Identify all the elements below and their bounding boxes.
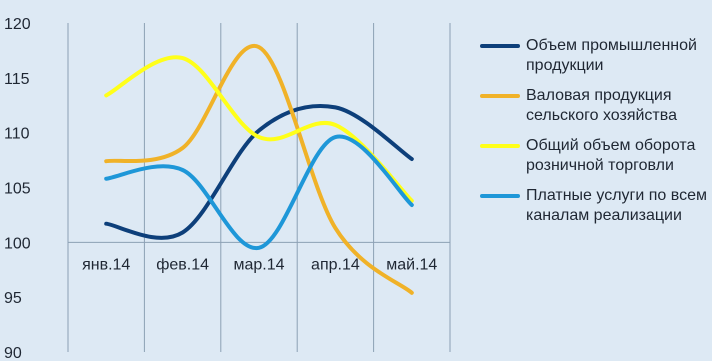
x-category-label: май.14 <box>386 256 437 273</box>
y-tick-label: 95 <box>4 290 22 307</box>
x-category-label: мар.14 <box>233 256 284 273</box>
series-line-3 <box>104 134 414 250</box>
legend-swatch-industrial <box>480 44 520 48</box>
y-tick-label: 110 <box>4 126 30 143</box>
y-tick-label: 120 <box>4 16 31 33</box>
legend-item-retail: Общий объем оборота розничной торговли <box>478 136 712 176</box>
legend-label-retail: Общий объем оборота розничной торговли <box>526 137 696 174</box>
y-tick-label: 105 <box>4 181 31 198</box>
series-line-0 <box>104 103 414 240</box>
x-category-label: фев.14 <box>156 256 209 273</box>
legend-label-services: Платные услуги по всем каналам реализаци… <box>526 187 707 224</box>
y-tick-label: 90 <box>4 345 22 361</box>
legend: Объем промышленной продукции Валовая про… <box>478 36 712 236</box>
y-tick-label: 115 <box>4 71 30 88</box>
legend-item-agriculture: Валовая продукция сельского хозяйства <box>478 86 712 126</box>
y-tick-label: 100 <box>4 235 31 252</box>
x-axis-category-labels: янв.14 фев.14 мар.14 апр.14 май.14 <box>82 256 437 273</box>
legend-swatch-retail <box>480 144 520 148</box>
y-axis-tick-labels: 90 95 100 105 110 115 120 <box>4 16 31 361</box>
x-category-label: янв.14 <box>82 256 130 273</box>
series-line-1 <box>104 43 414 295</box>
legend-label-agriculture: Валовая продукция сельского хозяйства <box>526 87 677 124</box>
legend-item-industrial: Объем промышленной продукции <box>478 36 712 76</box>
x-category-label: апр.14 <box>311 256 360 273</box>
legend-swatch-agriculture <box>480 94 520 98</box>
legend-swatch-services <box>480 194 520 198</box>
grid-lines <box>67 23 451 352</box>
legend-label-industrial: Объем промышленной продукции <box>526 37 697 74</box>
series-lines <box>104 43 414 295</box>
legend-item-services: Платные услуги по всем каналам реализаци… <box>478 186 712 226</box>
